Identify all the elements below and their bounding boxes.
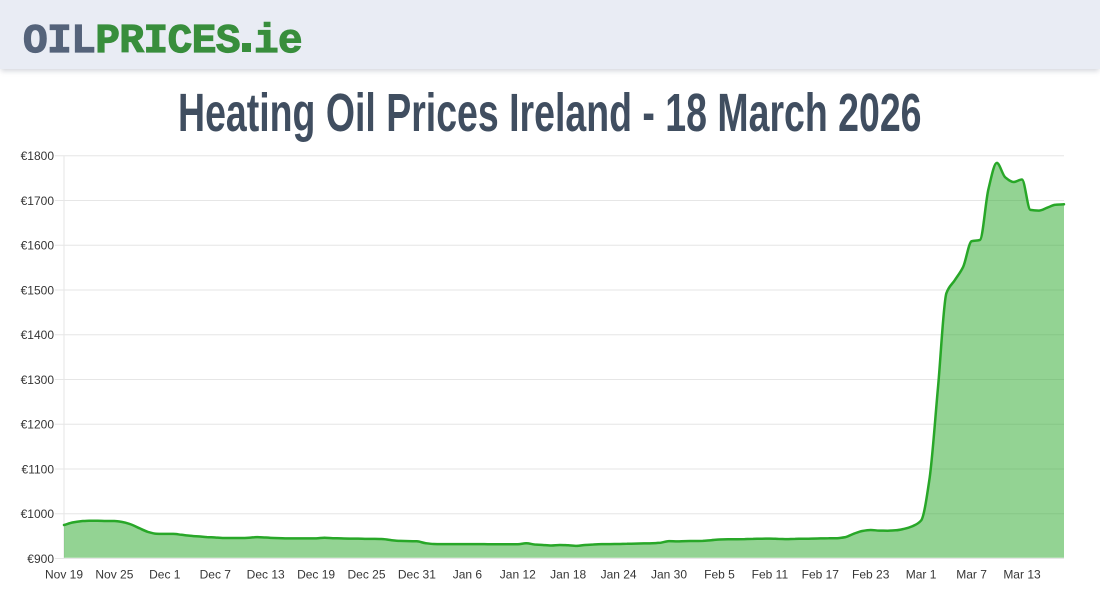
svg-text:€900: €900 <box>27 552 54 566</box>
svg-text:Dec 1: Dec 1 <box>149 568 181 582</box>
svg-text:Feb 23: Feb 23 <box>852 568 890 582</box>
svg-text:€1600: €1600 <box>21 239 55 253</box>
svg-text:Mar 13: Mar 13 <box>1003 568 1041 582</box>
svg-text:€1500: €1500 <box>21 283 55 297</box>
svg-text:Jan 24: Jan 24 <box>601 568 637 582</box>
svg-text:Jan 12: Jan 12 <box>500 568 536 582</box>
svg-text:Mar 1: Mar 1 <box>906 568 937 582</box>
svg-text:Feb 11: Feb 11 <box>752 568 789 582</box>
svg-text:€1400: €1400 <box>21 328 55 342</box>
svg-text:Feb 5: Feb 5 <box>704 568 735 582</box>
svg-text:Dec 7: Dec 7 <box>200 568 232 582</box>
svg-text:Jan 18: Jan 18 <box>550 568 586 582</box>
svg-text:Dec 31: Dec 31 <box>398 568 436 582</box>
svg-text:Dec 13: Dec 13 <box>247 568 285 582</box>
svg-text:Jan 30: Jan 30 <box>651 568 687 582</box>
svg-text:Nov 25: Nov 25 <box>95 568 133 582</box>
svg-text:Feb 17: Feb 17 <box>802 568 840 582</box>
svg-text:€1000: €1000 <box>21 507 55 521</box>
svg-text:Dec 25: Dec 25 <box>347 568 385 582</box>
svg-text:Jan 6: Jan 6 <box>453 568 483 582</box>
svg-text:€1700: €1700 <box>21 194 55 208</box>
svg-text:Dec 19: Dec 19 <box>297 568 335 582</box>
svg-text:€1200: €1200 <box>21 418 55 432</box>
svg-text:€1100: €1100 <box>22 462 55 476</box>
svg-text:Mar 7: Mar 7 <box>956 568 987 582</box>
svg-text:€1800: €1800 <box>21 149 55 163</box>
svg-text:€1300: €1300 <box>21 373 55 387</box>
svg-text:Nov 19: Nov 19 <box>45 568 83 582</box>
